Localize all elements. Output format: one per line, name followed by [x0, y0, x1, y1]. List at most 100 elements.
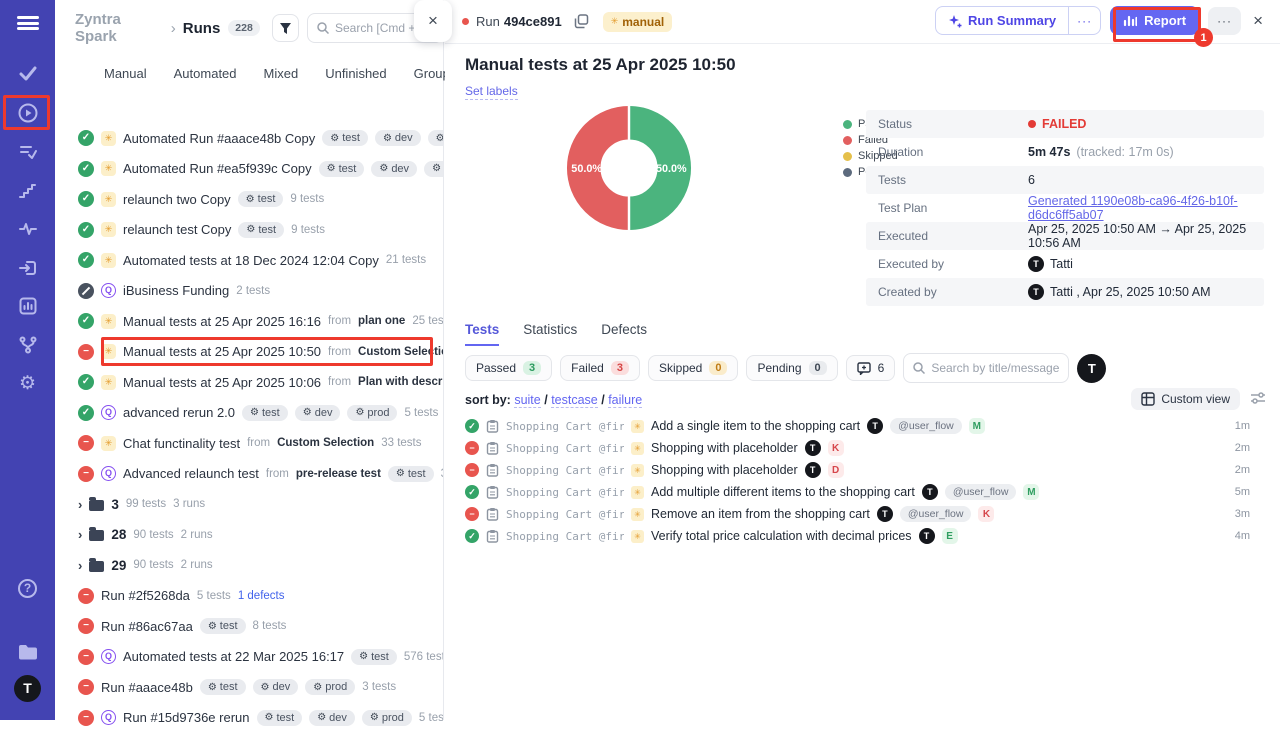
user-avatar[interactable]: T	[0, 676, 55, 700]
settings-gear-icon[interactable]: ⚙	[0, 371, 55, 395]
test-title[interactable]: Shopping with placeholder	[651, 463, 798, 477]
tests-search-input[interactable]	[931, 361, 1059, 375]
run-group-row[interactable]: › 28 90 tests 2 runs	[55, 520, 443, 551]
sort-by-testcase[interactable]: testcase	[551, 393, 598, 408]
runs-play-icon[interactable]	[0, 101, 55, 125]
defects-link[interactable]: 1 defects	[238, 590, 285, 602]
run-group-row[interactable]: › 29 90 tests 2 runs	[55, 550, 443, 581]
run-list-item[interactable]: −✳ Chat functinality test from Custom Se…	[55, 428, 443, 459]
tab-statistics[interactable]: Statistics	[523, 322, 577, 346]
tab-automated[interactable]: Automated	[174, 66, 237, 81]
failed-status-icon: −	[78, 588, 94, 604]
sort-label: sort by:	[465, 393, 511, 407]
run-title: Manual tests at 25 Apr 2025 10:06	[123, 375, 321, 390]
menu-icon[interactable]	[0, 11, 55, 35]
test-plan-link[interactable]: Generated 1190e08b-ca96-4f26-b10f-d6dc6f…	[1028, 194, 1264, 222]
test-result-row[interactable]: − Shopping Cart @fir... ✳ Shopping with …	[445, 459, 1280, 481]
run-list-item[interactable]: ✓Q advanced rerun 2.0 ⚙test ⚙dev ⚙prod 5…	[55, 398, 443, 429]
filter-comments[interactable]: 6	[846, 355, 896, 381]
chevron-right-icon[interactable]: ›	[78, 527, 82, 542]
chevron-right-icon[interactable]: ›	[78, 558, 82, 573]
report-button[interactable]: Report	[1110, 6, 1199, 35]
spark-icon: ✳	[101, 222, 116, 237]
run-list-item[interactable]: ✓✳ Manual tests at 25 Apr 2025 10:06 fro…	[55, 367, 443, 398]
tag-chip: ⚙prod	[347, 405, 397, 421]
sort-by-failure[interactable]: failure	[608, 393, 642, 408]
run-group-row[interactable]: › 3 99 tests 3 runs	[55, 489, 443, 520]
import-icon[interactable]	[0, 256, 55, 280]
avatar: T	[1028, 284, 1044, 300]
test-cases-icon[interactable]	[0, 140, 55, 164]
filter-button[interactable]	[272, 14, 299, 42]
reports-icon[interactable]	[0, 294, 55, 318]
copy-icon[interactable]	[574, 14, 589, 29]
more-actions-button[interactable]: ···	[1208, 7, 1241, 35]
custom-view-button[interactable]: Custom view	[1131, 388, 1240, 410]
suite-name[interactable]: Shopping Cart @fir...	[506, 464, 624, 477]
test-title[interactable]: Shopping with placeholder	[651, 441, 798, 455]
branch-icon[interactable]	[0, 333, 55, 357]
suite-name[interactable]: Shopping Cart @fir...	[506, 420, 624, 433]
set-labels-link[interactable]: Set labels	[465, 84, 518, 100]
tab-manual[interactable]: Manual	[104, 66, 147, 81]
breadcrumb-app[interactable]: Zyntra Spark	[75, 11, 164, 45]
tab-tests[interactable]: Tests	[465, 322, 499, 346]
run-summary-button[interactable]: Run Summary	[936, 7, 1068, 34]
run-list-item[interactable]: ✓✳ Automated Run #aaace48b Copy ⚙test ⚙d…	[55, 123, 443, 154]
close-detail-button[interactable]: ×	[1250, 11, 1266, 31]
help-icon[interactable]: ?	[0, 576, 55, 600]
checkmark-nav-icon[interactable]	[0, 61, 55, 85]
suite-name[interactable]: Shopping Cart @fir...	[506, 530, 624, 543]
run-list-item[interactable]: −Q Advanced relaunch test from pre-relea…	[55, 459, 443, 490]
chevron-right-icon[interactable]: ›	[78, 497, 82, 512]
automation-q-icon: Q	[101, 283, 116, 298]
test-duration: 2m	[1235, 442, 1250, 454]
panel-close-button[interactable]: ×	[414, 0, 452, 42]
run-list-item[interactable]: ✓✳ Automated tests at 18 Dec 2024 12:04 …	[55, 245, 443, 276]
run-list-item[interactable]: ✓✳ Manual tests at 25 Apr 2025 16:16 fro…	[55, 306, 443, 337]
run-list-item-selected[interactable]: −✳ Manual tests at 25 Apr 2025 10:50 fro…	[55, 337, 443, 368]
run-summary-more-button[interactable]: ···	[1068, 7, 1100, 34]
test-title[interactable]: Verify total price calculation with deci…	[651, 529, 912, 543]
run-title: iBusiness Funding	[123, 283, 229, 298]
test-title[interactable]: Remove an item from the shopping cart	[651, 507, 870, 521]
tag-chip: ⚙test	[322, 130, 368, 146]
suite-name[interactable]: Shopping Cart @fir...	[506, 486, 624, 499]
run-list-item[interactable]: ✓✳ Automated Run #ea5f939c Copy ⚙test ⚙d…	[55, 154, 443, 185]
passed-status-icon: ✓	[78, 191, 94, 207]
run-list-item[interactable]: −Q Run #15d9736e rerun ⚙test ⚙dev ⚙prod …	[55, 703, 443, 733]
run-list-item[interactable]: ✓✳ relaunch two Copy ⚙test 9 tests	[55, 184, 443, 215]
projects-folder-icon[interactable]	[0, 640, 55, 664]
run-list-item[interactable]: Q iBusiness Funding 2 tests	[55, 276, 443, 307]
tab-mixed[interactable]: Mixed	[264, 66, 299, 81]
suite-name[interactable]: Shopping Cart @fir...	[506, 442, 624, 455]
test-result-row[interactable]: − Shopping Cart @fir... ✳ Remove an item…	[445, 503, 1280, 525]
gear-icon: ⚙	[383, 133, 392, 144]
assignee-avatar[interactable]: T	[1077, 354, 1106, 383]
run-list-item[interactable]: − Run #aaace48b ⚙test ⚙dev ⚙prod 3 tests	[55, 672, 443, 703]
steps-icon[interactable]	[0, 179, 55, 203]
test-title[interactable]: Add multiple different items to the shop…	[651, 485, 915, 499]
run-list-item[interactable]: − Run #86ac67aa ⚙test 8 tests	[55, 611, 443, 642]
run-info-table: Status FAILED Duration 5m 47s(tracked: 1…	[866, 110, 1264, 306]
sort-by-suite[interactable]: suite	[514, 393, 540, 408]
test-result-row[interactable]: ✓ Shopping Cart @fir... ✳ Add a single i…	[445, 415, 1280, 437]
activity-icon[interactable]	[0, 217, 55, 241]
comment-plus-icon	[857, 362, 871, 375]
run-list-item[interactable]: −Q Automated tests at 22 Mar 2025 16:17 …	[55, 642, 443, 673]
run-list-item[interactable]: ✓✳ relaunch test Copy ⚙test 9 tests	[55, 215, 443, 246]
suite-name[interactable]: Shopping Cart @fir...	[506, 508, 624, 521]
tab-unfinished[interactable]: Unfinished	[325, 66, 386, 81]
tab-defects[interactable]: Defects	[601, 322, 647, 346]
test-result-row[interactable]: − Shopping Cart @fir... ✳ Shopping with …	[445, 437, 1280, 459]
run-list-item[interactable]: − Run #2f5268da 5 tests 1 defects	[55, 581, 443, 612]
test-title[interactable]: Add a single item to the shopping cart	[651, 419, 860, 433]
test-result-row[interactable]: ✓ Shopping Cart @fir... ✳ Verify total p…	[445, 525, 1280, 547]
test-result-row[interactable]: ✓ Shopping Cart @fir... ✳ Add multiple d…	[445, 481, 1280, 503]
run-title: Advanced relaunch test	[123, 466, 259, 481]
view-settings-icon[interactable]	[1250, 391, 1266, 410]
